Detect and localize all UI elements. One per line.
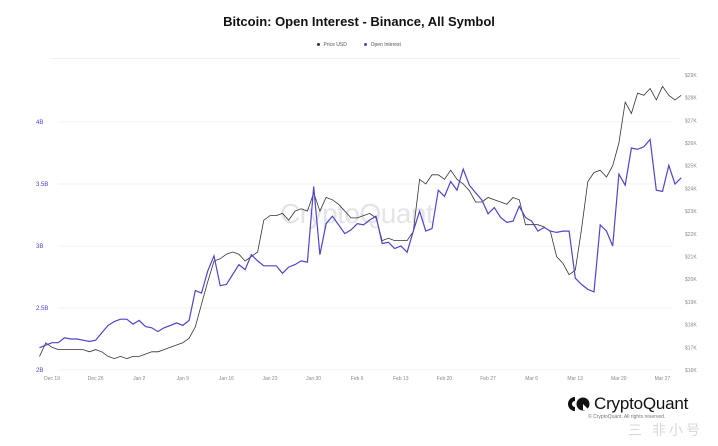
legend-divider — [50, 58, 680, 59]
y-left-tick-label: 3.5B — [36, 182, 48, 188]
copyright-text: © CryptoQuant. All rights reserved. — [588, 414, 666, 420]
x-tick-label: Mar 13 — [567, 376, 583, 382]
legend-dot-price-icon — [317, 43, 321, 47]
y-right-tick-label: $24K — [685, 186, 697, 192]
x-tick-label: Mar 20 — [611, 376, 627, 382]
brand-name: CryptoQuant — [594, 394, 689, 413]
y-right-tick-label: $18K — [685, 323, 697, 329]
legend-item-open-interest[interactable]: Open Interest — [364, 42, 401, 48]
gridlines — [58, 121, 672, 371]
x-tick-label: Mar 6 — [525, 376, 538, 382]
y-right-tick-label: $27K — [685, 118, 697, 124]
open-interest-line — [39, 137, 682, 349]
x-tick-label: Jan 2 — [133, 376, 145, 382]
y-right-tick-label: $17K — [685, 345, 697, 351]
x-tick-label: Jan 23 — [262, 376, 277, 382]
legend-item-price[interactable]: Price USD — [317, 42, 348, 48]
x-tick-label: Feb 27 — [480, 376, 496, 382]
cryptoquant-logo-icon — [568, 397, 590, 411]
y-right-tick-label: $28K — [685, 96, 697, 102]
y-left-tick-label: 3B — [36, 244, 43, 250]
y-right-tick-label: $29K — [685, 73, 697, 79]
x-tick-label: Mar 27 — [655, 376, 671, 382]
y-axis-left: 2B 2.5B 3B 3.5B 4B — [36, 120, 48, 374]
y-axis-right: $16K $17K $18K $19K $20K $21K $22K $23K $24K $25K… — [685, 73, 697, 374]
chart-legend: Price USD Open Interest — [0, 42, 718, 48]
x-axis: Dec 19 Dec 26 Jan 2 Jan 9 Jan 16 Jan 23 Jan 30… — [44, 376, 670, 382]
y-left-tick-label: 4B — [36, 120, 43, 126]
price-usd-line — [39, 85, 682, 360]
x-tick-label: Jan 30 — [306, 376, 321, 382]
legend-dot-oi-icon — [364, 43, 368, 47]
y-right-tick-label: $16K — [685, 368, 697, 374]
x-tick-label: Jan 16 — [219, 376, 234, 382]
x-tick-label: Dec 19 — [44, 376, 60, 382]
y-right-tick-label: $26K — [685, 141, 697, 147]
chart-title: Bitcoin: Open Interest - Binance, All Sy… — [223, 14, 495, 29]
y-right-tick-label: $22K — [685, 232, 697, 238]
y-right-tick-label: $23K — [685, 209, 697, 215]
brand-logo: CryptoQuant — [568, 394, 688, 414]
y-left-tick-label: 2B — [36, 368, 43, 374]
x-tick-label: Feb 13 — [393, 376, 409, 382]
x-tick-label: Jan 9 — [177, 376, 189, 382]
x-tick-label: Dec 26 — [88, 376, 104, 382]
legend-label-open-interest: Open Interest — [370, 42, 401, 48]
y-right-tick-label: $20K — [685, 277, 697, 283]
source-watermark: 三 非小号 — [628, 422, 703, 438]
y-right-tick-label: $21K — [685, 255, 697, 261]
y-left-tick-label: 2.5B — [36, 306, 48, 312]
y-right-tick-label: $19K — [685, 300, 697, 306]
y-right-tick-label: $25K — [685, 164, 697, 170]
x-tick-label: Feb 6 — [351, 376, 364, 382]
x-tick-label: Feb 20 — [437, 376, 453, 382]
legend-label-price: Price USD — [323, 42, 347, 48]
